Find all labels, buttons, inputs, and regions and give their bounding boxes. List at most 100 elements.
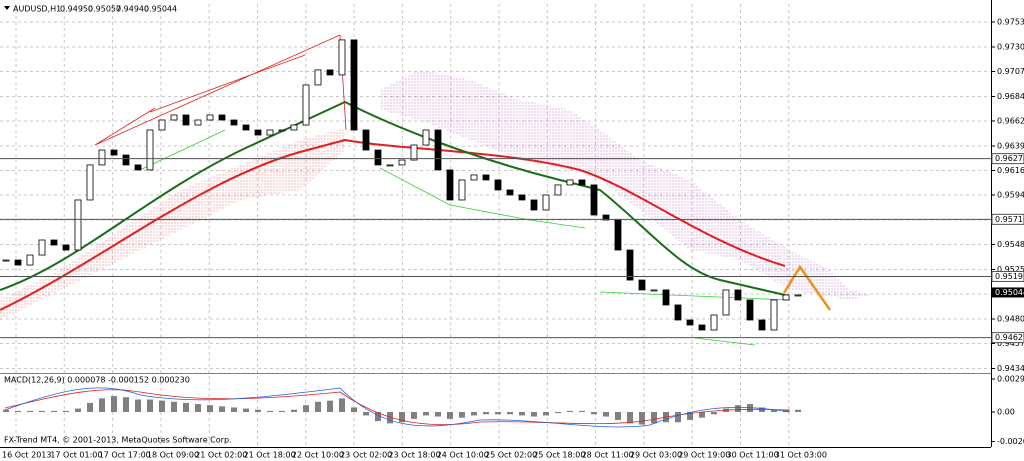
candle <box>422 129 430 146</box>
ohlc-value: 0.94940 <box>116 5 149 14</box>
ichimoku-cloud <box>0 128 345 320</box>
histogram-bar <box>351 407 357 413</box>
candle <box>350 39 358 131</box>
histogram-bar <box>123 397 129 413</box>
trend-line <box>94 34 347 146</box>
candle <box>254 129 262 136</box>
candle <box>746 299 754 321</box>
histogram-bar <box>375 412 381 422</box>
candle <box>386 164 394 167</box>
candle <box>194 119 202 126</box>
x-tick-label: 17 Oct 17:00 <box>99 451 151 460</box>
histogram-bar <box>579 410 585 413</box>
x-tick-label: 17 Oct 01:00 <box>50 451 102 460</box>
candle <box>602 214 610 221</box>
ohlc-value: 0.95044 <box>144 5 177 14</box>
x-tick-label: 24 Oct 10:00 <box>437 451 489 460</box>
candle <box>290 124 298 131</box>
histogram-bar <box>327 400 333 413</box>
candle <box>362 129 370 151</box>
histogram-bar <box>291 409 297 413</box>
moving-average <box>0 138 786 311</box>
level-box <box>991 270 1024 282</box>
candle <box>506 189 514 196</box>
candle <box>458 179 466 201</box>
y-tick-label: 0.95485 <box>997 240 1024 249</box>
x-tick-label: 29 Oct 03:00 <box>630 451 682 460</box>
ohlc-value: 0.94950 <box>60 5 93 14</box>
ichimoku-cloud <box>380 70 870 300</box>
y-tick-label: 0.002903 <box>997 374 1024 383</box>
candle <box>782 294 790 301</box>
histogram-bar <box>507 412 513 415</box>
candle <box>62 244 70 251</box>
candle <box>14 259 22 266</box>
x-tick-label: 31 Oct 03:00 <box>775 451 827 460</box>
histogram-bar <box>303 405 309 413</box>
histogram-bar <box>699 412 705 418</box>
level-box <box>991 213 1024 225</box>
candle <box>26 254 34 266</box>
histogram-bar <box>615 412 621 420</box>
candle <box>578 179 586 186</box>
histogram-bar <box>411 412 417 419</box>
candle <box>566 179 574 186</box>
histogram-bar <box>135 399 141 413</box>
histogram-bar <box>555 412 561 414</box>
histogram-bar <box>3 409 9 413</box>
ohlc-value: 0.95057 <box>88 5 121 14</box>
x-tick-label: 25 Oct 18:00 <box>533 451 585 460</box>
histogram-bar <box>99 398 105 413</box>
level-box <box>991 153 1024 165</box>
candle <box>38 239 46 256</box>
histogram-bar <box>183 402 189 413</box>
current-price-box <box>992 287 1024 298</box>
candle <box>686 319 694 326</box>
histogram-bar <box>483 412 489 415</box>
candle <box>122 154 130 166</box>
dropdown-icon[interactable] <box>4 6 10 10</box>
y-tick-label: 0.94345 <box>997 364 1024 373</box>
histogram-bar <box>675 412 681 423</box>
histogram-bar <box>207 405 213 413</box>
histogram-bar <box>603 412 609 417</box>
candle <box>530 199 538 211</box>
histogram-bar <box>255 409 261 413</box>
y-tick-label: 0.97075 <box>997 67 1024 76</box>
candle <box>326 69 334 76</box>
histogram-bar <box>231 407 237 413</box>
histogram-bar <box>531 412 537 417</box>
histogram-bar <box>39 410 45 413</box>
candle <box>770 299 778 331</box>
histogram-bar <box>279 410 285 413</box>
histogram-bar <box>423 412 429 416</box>
y-tick-label: 0.96165 <box>997 166 1024 175</box>
histogram-bar <box>519 412 525 416</box>
candle <box>170 114 178 121</box>
candle <box>206 114 214 121</box>
histogram-bar <box>651 412 657 424</box>
histogram-bar <box>315 401 321 413</box>
candle <box>230 119 238 126</box>
candle <box>338 39 346 76</box>
histogram-bar <box>219 406 225 413</box>
candle <box>698 324 706 331</box>
candle <box>434 129 442 171</box>
histogram-bar <box>243 408 249 413</box>
y-tick-label: 0.00 <box>997 408 1015 417</box>
candle <box>410 144 418 161</box>
x-tick-label: 22 Oct 10:00 <box>292 451 344 460</box>
candle <box>146 129 154 171</box>
level-box <box>991 332 1024 344</box>
x-tick-label: 21 Oct 18:00 <box>244 451 296 460</box>
x-tick-label: 28 Oct 11:00 <box>582 451 634 460</box>
x-tick-label: 18 Oct 09:00 <box>147 451 199 460</box>
candle <box>734 289 742 301</box>
x-tick-label: 30 Oct 11:00 <box>727 451 779 460</box>
candle <box>590 184 598 216</box>
candle <box>182 114 190 126</box>
